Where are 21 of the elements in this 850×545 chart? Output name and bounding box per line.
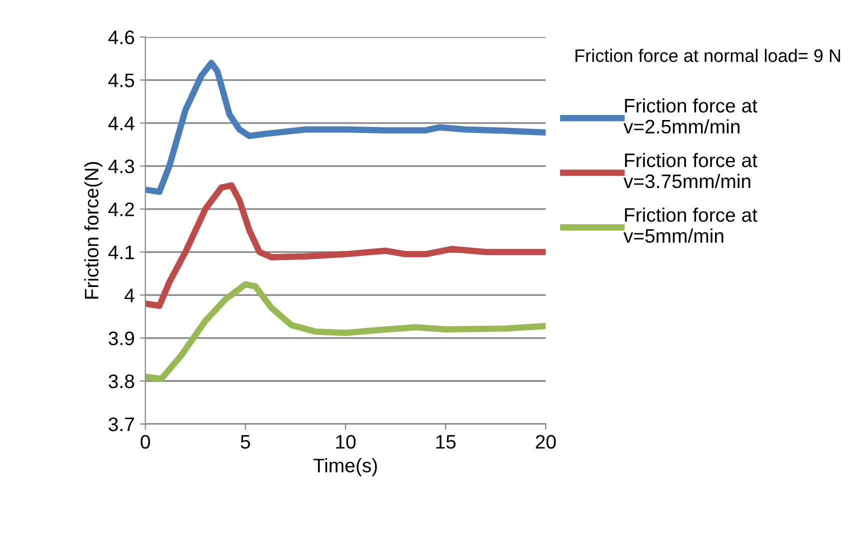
x-tick-label: 20 [536,434,556,449]
x-tick-label: 15 [436,435,456,449]
x-axis-title: Time(s) [313,458,377,476]
text: Friction force at normal load= 9 N [576,48,840,62]
y-tick-label: 3.7 [108,417,134,432]
y-tick-label: 4.6 [108,30,134,44]
y-axis-title: Friction force(N) [84,162,102,299]
legend-label: Friction force at v=3.75mm/min [624,152,758,188]
y-tick-label: 4.3 [108,160,134,174]
x-tick-label: 10 [336,434,356,449]
y-tick-label: 4.2 [108,202,134,216]
y-tick-label: 3.9 [108,331,134,346]
y-tick-label: 4.1 [108,246,134,260]
y-tick-label: 4 [124,288,134,302]
y-tick-label: 4.5 [108,74,134,88]
x-tick-label: 0 [140,434,150,449]
y-tick-label: 4.4 [108,116,134,130]
y-tick-label: 3.8 [108,374,134,388]
legend-label: Friction force at v=2.5mm/min [624,98,758,134]
legend-label: Friction force at v=5mm/min [624,208,758,243]
x-tick-label: 5 [240,435,250,449]
